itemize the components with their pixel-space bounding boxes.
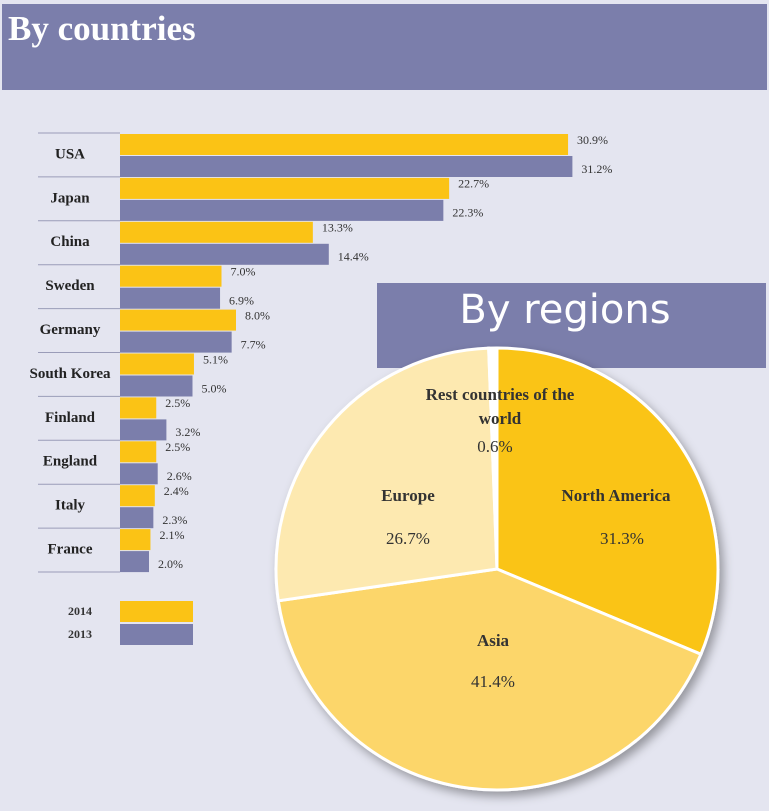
value-label: 2.0% (158, 557, 183, 571)
category-label: France (48, 542, 93, 558)
value-label: 7.7% (241, 337, 266, 351)
value-label: 13.3% (322, 221, 353, 235)
bar (120, 375, 193, 397)
header-band (2, 4, 767, 90)
value-label: 3.2% (175, 425, 200, 439)
category-label: South Korea (30, 366, 111, 382)
slice-value-label: 41.4% (471, 672, 515, 691)
slice-value-label: 31.3% (600, 529, 644, 548)
bar (120, 397, 157, 419)
pie-slice (495, 346, 720, 657)
value-label: 5.1% (203, 352, 228, 366)
value-label: 5.0% (202, 381, 227, 395)
bar (120, 353, 194, 375)
bar (120, 199, 444, 221)
pie-slice (274, 346, 499, 603)
slice-label: Europe (381, 486, 435, 505)
value-label: 14.4% (338, 250, 369, 264)
pie-body (274, 346, 720, 792)
chart-title: By countries (8, 9, 196, 48)
bar (120, 529, 151, 551)
bar (120, 463, 158, 485)
value-label: 2.5% (165, 440, 190, 454)
bar-chart: USA 30.9% 31.2% Japan 22.7% 22.3% China 13.3% 14… (30, 132, 612, 645)
pie-slice (487, 346, 499, 570)
pie-slice (276, 567, 703, 792)
bar (120, 331, 232, 353)
value-label: 30.9% (577, 133, 608, 147)
bar (120, 441, 157, 463)
value-label: 7.0% (231, 264, 256, 278)
category-label: Germany (40, 322, 101, 338)
category-label: USA (55, 146, 85, 162)
category-label: Japan (50, 190, 90, 206)
category-label: Finland (45, 410, 96, 426)
bar (120, 265, 222, 287)
value-label: 6.9% (229, 293, 254, 307)
bar (120, 221, 313, 243)
category-label: Sweden (45, 278, 95, 294)
slice-value-label: 0.6% (477, 437, 512, 456)
bar (120, 134, 569, 155)
value-label: 2.1% (159, 528, 184, 542)
bar (120, 551, 149, 573)
slice-label: North America (561, 486, 671, 505)
legend-label: 2014 (68, 604, 92, 618)
value-label: 2.6% (167, 469, 192, 483)
bar (120, 156, 573, 177)
value-label: 2.5% (165, 396, 190, 410)
chart-title: By regions (459, 287, 670, 333)
bar (120, 177, 450, 199)
bar (120, 309, 236, 331)
slice-label: Asia (477, 631, 510, 650)
category-label: England (43, 454, 98, 470)
legend-swatch (120, 624, 193, 645)
legend-swatch (120, 601, 193, 622)
slice-label-box: Rest countries of the world (425, 385, 575, 428)
value-label: 2.3% (162, 513, 187, 527)
value-label: 2.4% (164, 484, 189, 498)
slice-label: Rest countries of the world (425, 385, 575, 428)
value-label: 22.3% (452, 206, 483, 220)
category-label: Italy (55, 498, 86, 514)
value-label: 8.0% (245, 308, 270, 322)
value-label: 22.7% (458, 177, 489, 191)
bar (120, 243, 329, 265)
slice-value-label: 26.7% (386, 529, 430, 548)
bar (120, 507, 154, 529)
value-label: 31.2% (581, 162, 612, 176)
pie-chart: North America 31.3% Asia 41.4% Europe 26.7% Re… (274, 346, 720, 792)
legend-label: 2013 (68, 627, 92, 641)
bar (120, 419, 167, 441)
bar (120, 485, 155, 507)
bar (120, 287, 221, 309)
category-label: China (50, 234, 90, 250)
